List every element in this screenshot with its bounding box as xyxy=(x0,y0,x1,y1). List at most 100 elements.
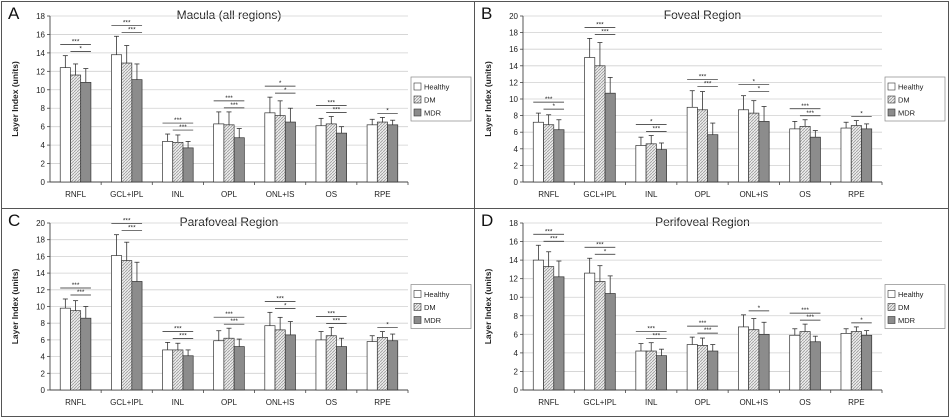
x-tick-label: OS xyxy=(326,398,338,407)
legend-label-dm: DM xyxy=(424,303,436,312)
panel-a: A Macula (all regions) 0 2 4 6 8 10 12 14 16 18 Lay… xyxy=(1,1,475,209)
legend-swatch-mdr xyxy=(413,108,422,117)
chart-title: Parafoveal Region xyxy=(180,215,279,229)
significance-label: *** xyxy=(596,21,604,28)
bar-healthy xyxy=(111,255,122,391)
legend-swatch-dm xyxy=(887,303,896,311)
bar-mdr xyxy=(707,134,719,183)
bar-dm xyxy=(376,337,388,391)
x-tick-label: RPE xyxy=(848,190,864,199)
x-tick-label: INL xyxy=(172,398,185,407)
bar-mdr xyxy=(655,355,667,391)
bar-healthy xyxy=(111,54,122,183)
bar-healthy xyxy=(59,307,71,391)
y-tick-label: 6 xyxy=(41,336,46,345)
bar-mdr xyxy=(861,128,873,183)
bar-dm xyxy=(223,337,235,391)
bar-mdr xyxy=(336,132,347,183)
bar-healthy xyxy=(686,106,698,183)
x-tick-label: ONL+IS xyxy=(739,190,768,199)
bar-dm xyxy=(645,143,657,183)
significance-label: *** xyxy=(123,218,131,225)
y-tick-label: 2 xyxy=(514,367,519,376)
y-tick-label: 10 xyxy=(36,303,45,312)
significance-label: *** xyxy=(333,317,341,324)
bar-mdr xyxy=(387,124,399,183)
bar-healthy xyxy=(59,67,71,183)
x-tick-label: OS xyxy=(326,190,338,199)
y-tick-label: 12 xyxy=(509,275,518,284)
bar-dm xyxy=(850,125,862,183)
significance-label: * xyxy=(386,107,389,114)
y-tick-label: 2 xyxy=(41,160,46,169)
significance-label: * xyxy=(860,111,863,118)
panel-letter: C xyxy=(8,211,21,230)
panel-b: B Foveal Region 0 2 4 6 8 10 12 14 16 18 20 Layer In… xyxy=(474,1,949,209)
y-tick-label: 10 xyxy=(509,95,518,104)
y-tick-label: 20 xyxy=(509,12,518,21)
chart-parafoveal: Parafoveal Region 0 2 4 6 8 10 12 14 16 18 20 Layer … xyxy=(10,215,472,407)
significance-label: *** xyxy=(72,282,80,289)
bar-dm xyxy=(325,335,337,391)
significance-label: * xyxy=(650,119,653,126)
x-tick-label: INL xyxy=(645,190,658,199)
bar-healthy xyxy=(162,141,174,183)
chart-title: Perifoveal Region xyxy=(655,215,750,229)
y-tick-label: 0 xyxy=(514,178,519,187)
significance-label: * xyxy=(553,103,556,110)
bar-healthy xyxy=(315,125,327,183)
chart-foveal: Foveal Region 0 2 4 6 8 10 12 14 16 18 20 Layer Inde… xyxy=(483,8,946,199)
y-tick-label: 4 xyxy=(41,353,46,362)
bar-dm xyxy=(376,121,388,183)
y-tick-label: 2 xyxy=(41,369,46,378)
legend-label-dm: DM xyxy=(424,96,436,105)
y-tick-label: 4 xyxy=(41,141,46,150)
legend-swatch-dm xyxy=(413,95,422,104)
bar-dm xyxy=(850,331,862,391)
significance-label: *** xyxy=(653,333,661,340)
panel-c: C Parafoveal Region 0 2 4 6 8 10 12 14 16 18 20 Laye… xyxy=(1,208,475,417)
bar-healthy xyxy=(738,326,750,391)
legend-label-dm: DM xyxy=(898,303,910,312)
significance-label: *** xyxy=(327,100,335,107)
y-tick-label: 12 xyxy=(36,67,45,76)
bar-dm xyxy=(543,266,555,391)
y-tick-label: 8 xyxy=(41,319,46,328)
significance-label: *** xyxy=(704,81,712,88)
panel-letter: D xyxy=(481,211,494,230)
legend-swatch-mdr xyxy=(413,316,422,324)
significance-label: *** xyxy=(327,310,335,317)
y-tick-label: 16 xyxy=(509,45,518,54)
x-tick-label: ONL+IS xyxy=(266,398,295,407)
bar-mdr xyxy=(553,129,565,183)
significance-label: * xyxy=(284,302,287,309)
bar-healthy xyxy=(366,341,378,391)
x-tick-label: RPE xyxy=(848,398,864,407)
x-tick-label: OPL xyxy=(221,190,238,199)
bar-mdr xyxy=(284,334,296,391)
legend-swatch-mdr xyxy=(887,108,896,117)
significance-label: *** xyxy=(179,124,187,131)
chart-title: Macula (all regions) xyxy=(177,8,282,22)
legend-swatch-healthy xyxy=(413,82,422,91)
legend-label-healthy: Healthy xyxy=(898,290,924,299)
significance-label: * xyxy=(753,79,756,86)
x-tick-label: RPE xyxy=(374,190,390,199)
bar-dm xyxy=(799,331,811,391)
bar-mdr xyxy=(387,340,399,391)
bar-healthy xyxy=(532,121,544,183)
significance-label: *** xyxy=(806,314,814,321)
significance-label: * xyxy=(604,248,607,255)
y-tick-label: 2 xyxy=(514,161,519,170)
bar-dm xyxy=(799,126,811,183)
significance-label: *** xyxy=(550,235,558,242)
x-tick-label: GCL+IPL xyxy=(110,398,144,407)
panel-d: D Perifoveal Region 0 2 4 6 8 10 12 14 16 18 Layer … xyxy=(474,208,949,417)
significance-label: *** xyxy=(128,26,136,33)
x-tick-label: ONL+IS xyxy=(739,398,768,407)
bar-healthy xyxy=(532,259,544,391)
bar-mdr xyxy=(284,121,296,183)
x-tick-label: OS xyxy=(799,190,811,199)
bar-mdr xyxy=(182,355,194,391)
bar-dm xyxy=(121,62,133,183)
